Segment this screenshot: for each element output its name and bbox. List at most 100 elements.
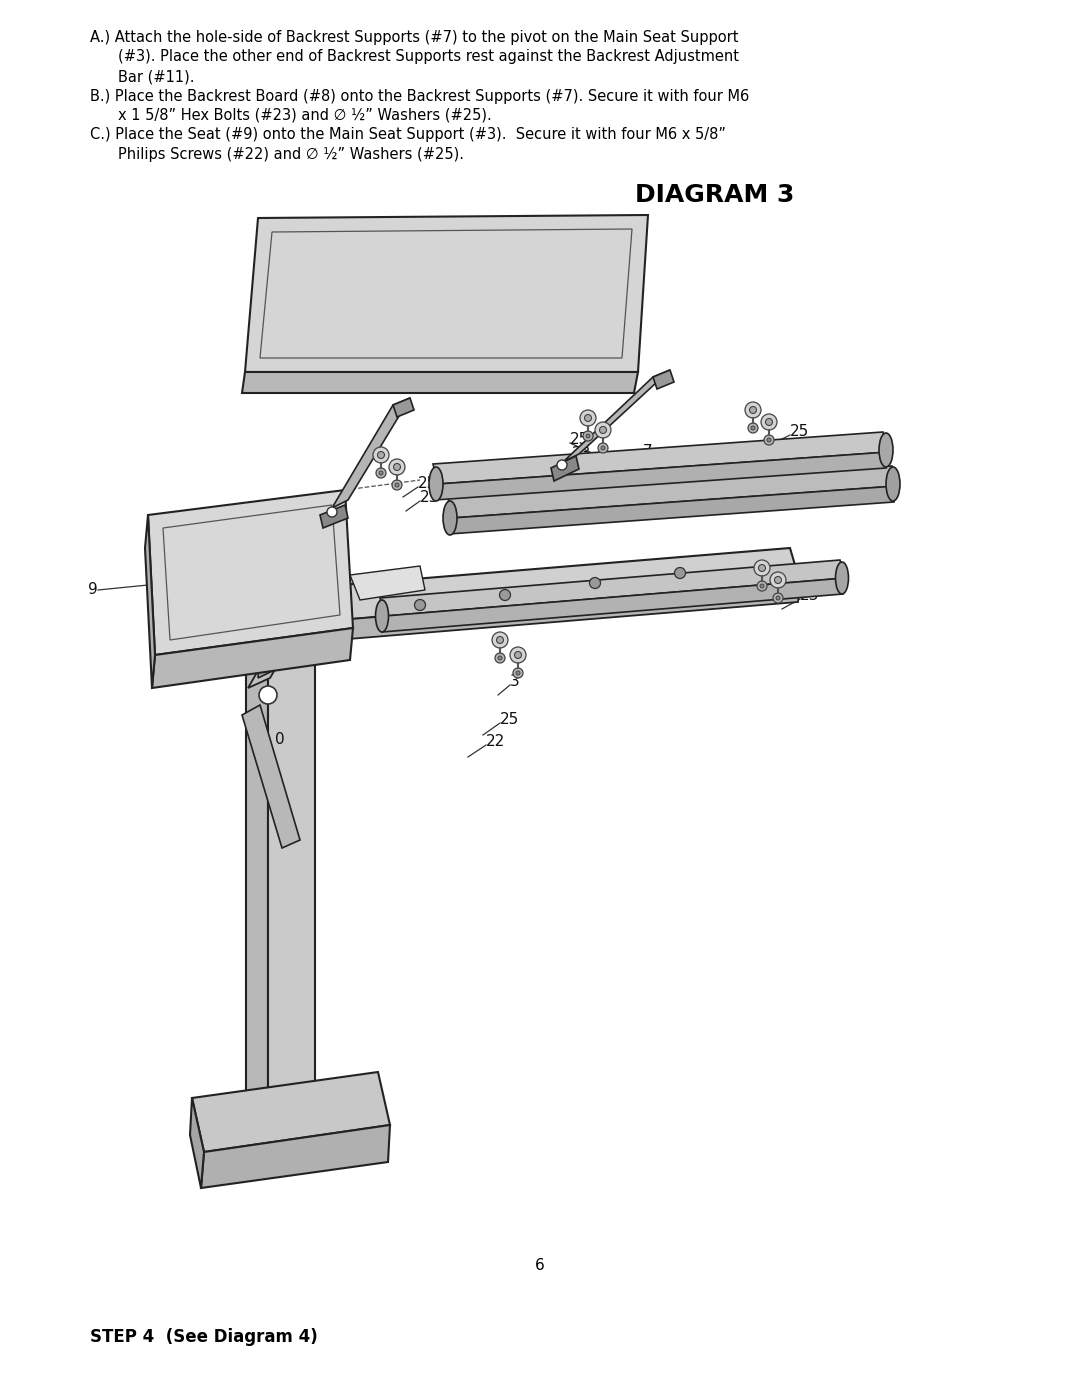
Circle shape: [510, 647, 526, 664]
Polygon shape: [242, 705, 300, 848]
Circle shape: [497, 637, 503, 644]
Circle shape: [761, 414, 777, 430]
Text: 7: 7: [643, 444, 652, 460]
Circle shape: [499, 590, 511, 601]
Text: 25: 25: [800, 574, 820, 590]
Polygon shape: [258, 629, 322, 678]
Polygon shape: [300, 590, 324, 613]
Text: 23: 23: [420, 490, 440, 506]
Polygon shape: [305, 548, 800, 622]
Circle shape: [751, 426, 755, 430]
Circle shape: [748, 423, 758, 433]
Ellipse shape: [429, 467, 443, 502]
Circle shape: [600, 446, 605, 450]
Polygon shape: [382, 578, 845, 631]
Text: 25: 25: [789, 425, 809, 440]
Text: C.) Place the Seat (#9) onto the Main Seat Support (#3).  Secure it with four M6: C.) Place the Seat (#9) onto the Main Se…: [90, 127, 726, 142]
Polygon shape: [350, 566, 426, 599]
Text: Philips Screws (#22) and ∅ ½” Washers (#25).: Philips Screws (#22) and ∅ ½” Washers (#…: [118, 147, 464, 162]
Circle shape: [757, 581, 767, 591]
Circle shape: [516, 671, 519, 675]
Text: Bar (#11).: Bar (#11).: [118, 68, 194, 84]
Text: DIAGRAM 3: DIAGRAM 3: [635, 183, 795, 207]
Text: (#3). Place the other end of Backrest Supports rest against the Backrest Adjustm: (#3). Place the other end of Backrest Su…: [118, 49, 739, 64]
Circle shape: [598, 443, 608, 453]
Circle shape: [389, 460, 405, 475]
Circle shape: [675, 567, 686, 578]
Polygon shape: [449, 486, 896, 534]
Circle shape: [392, 481, 402, 490]
Circle shape: [415, 599, 426, 610]
Ellipse shape: [443, 502, 457, 535]
Polygon shape: [245, 215, 648, 372]
Circle shape: [378, 451, 384, 458]
Circle shape: [758, 564, 766, 571]
Circle shape: [327, 507, 337, 517]
Polygon shape: [433, 432, 888, 483]
Circle shape: [395, 483, 399, 488]
Circle shape: [766, 419, 772, 426]
Polygon shape: [653, 370, 674, 388]
Text: 0: 0: [275, 732, 285, 747]
Text: 8: 8: [416, 218, 426, 232]
Polygon shape: [551, 455, 579, 481]
Polygon shape: [380, 560, 845, 616]
Polygon shape: [201, 1125, 390, 1187]
Circle shape: [760, 584, 764, 588]
Text: 9: 9: [87, 583, 98, 598]
Text: STEP 4  (See Diagram 4): STEP 4 (See Diagram 4): [90, 1329, 318, 1345]
Circle shape: [595, 422, 611, 439]
Circle shape: [773, 592, 783, 604]
Circle shape: [514, 651, 522, 658]
Circle shape: [495, 652, 505, 664]
Text: 6: 6: [535, 1259, 545, 1273]
Text: 22: 22: [486, 735, 505, 750]
Circle shape: [586, 434, 590, 439]
Circle shape: [513, 668, 523, 678]
Circle shape: [767, 439, 771, 441]
Circle shape: [557, 460, 567, 469]
Polygon shape: [248, 590, 322, 687]
Text: 25: 25: [418, 476, 437, 492]
Text: x 1 5/8” Hex Bolts (#23) and ∅ ½” Washers (#25).: x 1 5/8” Hex Bolts (#23) and ∅ ½” Washer…: [118, 108, 491, 123]
Polygon shape: [435, 453, 888, 500]
Text: A.) Attach the hole-side of Backrest Supports (#7) to the pivot on the Main Seat: A.) Attach the hole-side of Backrest Sup…: [90, 29, 739, 45]
Polygon shape: [393, 398, 414, 416]
Text: 23: 23: [800, 588, 820, 604]
Text: 3: 3: [510, 675, 519, 690]
Polygon shape: [320, 504, 348, 528]
Polygon shape: [246, 633, 315, 657]
Ellipse shape: [836, 562, 849, 594]
Circle shape: [583, 432, 593, 441]
Circle shape: [777, 597, 780, 599]
Ellipse shape: [886, 467, 900, 502]
Polygon shape: [242, 372, 638, 393]
Text: 25: 25: [500, 712, 519, 728]
Circle shape: [498, 657, 502, 659]
Text: B.) Place the Backrest Board (#8) onto the Backrest Supports (#7). Secure it wit: B.) Place the Backrest Board (#8) onto t…: [90, 88, 750, 103]
Polygon shape: [152, 629, 353, 687]
Circle shape: [580, 409, 596, 426]
Ellipse shape: [879, 433, 893, 467]
Circle shape: [373, 447, 389, 462]
Text: 23: 23: [789, 439, 809, 454]
Circle shape: [376, 468, 386, 478]
Circle shape: [599, 426, 607, 433]
Polygon shape: [145, 515, 156, 687]
Circle shape: [590, 577, 600, 588]
Polygon shape: [192, 1071, 390, 1153]
Polygon shape: [563, 370, 670, 462]
Polygon shape: [190, 1098, 204, 1187]
Circle shape: [259, 686, 276, 704]
Circle shape: [745, 402, 761, 418]
Polygon shape: [332, 398, 410, 509]
Text: 7: 7: [484, 461, 494, 475]
Polygon shape: [246, 645, 268, 1130]
Polygon shape: [268, 633, 315, 1118]
Polygon shape: [448, 467, 896, 518]
Circle shape: [754, 560, 770, 576]
Circle shape: [393, 464, 401, 471]
Polygon shape: [312, 583, 800, 643]
Polygon shape: [148, 490, 353, 655]
Circle shape: [492, 631, 508, 648]
